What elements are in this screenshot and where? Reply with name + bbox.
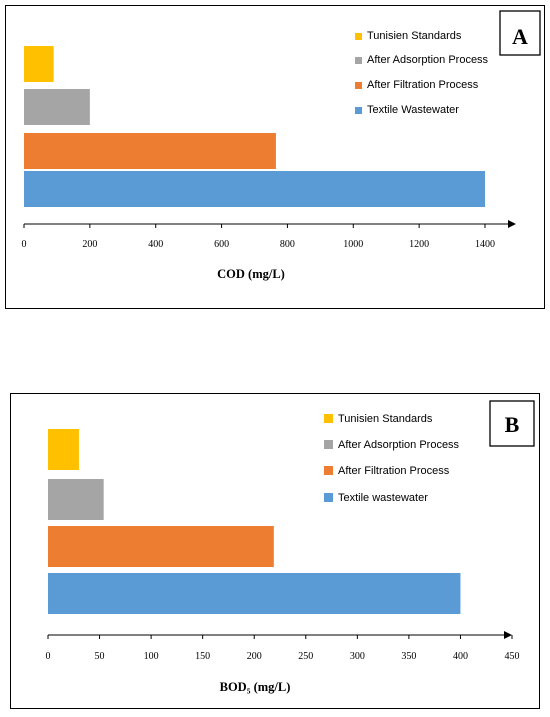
x-tick-label: 1400	[475, 239, 495, 250]
x-tick-label: 0	[22, 239, 27, 250]
bar-textile-wastewater	[24, 171, 485, 207]
bar-after-adsorption-process	[48, 479, 104, 520]
x-tick-label: 150	[195, 651, 210, 662]
x-tick-label: 0	[46, 651, 51, 662]
x-tick-label: 250	[298, 651, 313, 662]
chart-panel-a: 0 200 400 600 800 1000 1200 1400 COD (mg/L) Tunis…	[5, 5, 545, 309]
legend-swatch	[355, 57, 362, 64]
bar-tunisien-standards	[48, 429, 79, 470]
legend-entry: After Adsorption Process	[367, 54, 489, 66]
legend-swatch	[355, 33, 362, 40]
chart-panel-b: 0 50 100 150 200 250 300 350 400 450 BOD₅ (mg/L) Tu…	[10, 393, 540, 709]
legend-entry: After Filtration Process	[367, 79, 479, 91]
legend-swatch	[355, 107, 362, 114]
chart-b-svg: 0 50 100 150 200 250 300 350 400 450 BOD₅ (mg/L) Tu…	[46, 400, 535, 694]
x-tick-label: 1000	[343, 239, 363, 250]
x-tick-label: 600	[214, 239, 229, 250]
x-tick-label: 300	[350, 651, 365, 662]
x-tick-label: 800	[280, 239, 295, 250]
x-axis-arrow	[504, 631, 512, 639]
chart-a-svg: 0 200 400 600 800 1000 1200 1400 COD (mg/L) Tunis…	[22, 10, 541, 281]
legend-swatch	[324, 440, 333, 449]
x-tick-label: 400	[453, 651, 468, 662]
bar-after-filtration-process	[48, 526, 274, 567]
x-tick-label: 350	[401, 651, 416, 662]
x-tick-label: 50	[95, 651, 105, 662]
panel-label: B	[505, 412, 520, 437]
bar-textile-wastewater	[48, 573, 461, 614]
legend-swatch	[324, 414, 333, 423]
x-tick-label: 200	[247, 651, 262, 662]
legend-entry: Textile Wastewater	[367, 104, 459, 116]
panel-label-box	[489, 400, 535, 447]
legend-swatch	[324, 466, 333, 475]
x-tick-label: 450	[505, 651, 520, 662]
legend-swatch	[355, 82, 362, 89]
bar-tunisien-standards	[24, 46, 54, 82]
x-tick-label: 1200	[409, 239, 429, 250]
legend-entry: Tunisien Standards	[338, 413, 433, 425]
x-axis-arrow	[508, 220, 516, 228]
x-axis-title: COD (mg/L)	[217, 267, 285, 281]
bar-after-adsorption-process	[24, 89, 90, 125]
legend-swatch	[324, 493, 333, 502]
x-tick-label: 100	[144, 651, 159, 662]
x-tick-label: 200	[82, 239, 97, 250]
panel-label: A	[512, 24, 528, 49]
panel-label-box	[499, 10, 541, 56]
legend-entry: After Adsorption Process	[338, 439, 460, 451]
legend-entry: After Filtration Process	[338, 465, 450, 477]
x-tick-label: 400	[148, 239, 163, 250]
x-axis-title: BOD₅ (mg/L)	[220, 680, 291, 694]
legend-entry: Tunisien Standards	[367, 30, 462, 42]
legend-entry: Textile wastewater	[338, 492, 428, 504]
bar-after-filtration-process	[24, 133, 276, 169]
